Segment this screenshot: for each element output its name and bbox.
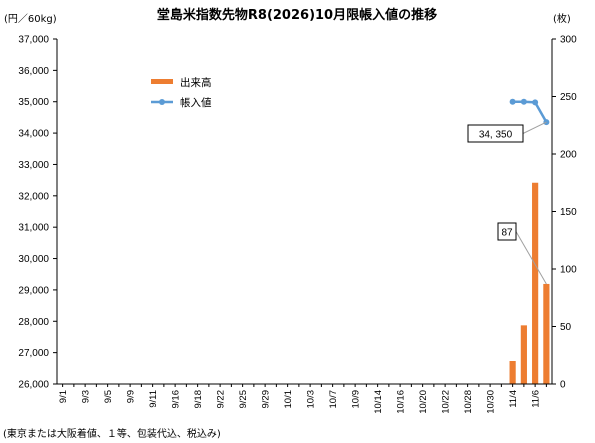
right-tick-label: 250 <box>560 92 577 103</box>
right-tick-label: 50 <box>560 322 572 333</box>
data-callouts: 34, 350 87 <box>467 121 547 285</box>
right-tick-label: 100 <box>560 265 577 276</box>
x-tick-label: 10/20 <box>418 390 429 414</box>
x-tick-label: 9/22 <box>216 390 227 409</box>
legend-label-settlement: 帳入値 <box>180 96 212 109</box>
legend-marker-settlement <box>159 99 165 105</box>
volume-bar <box>520 325 527 384</box>
volume-bar <box>509 361 516 384</box>
callout-label: 87 <box>501 228 513 239</box>
volume-bars <box>509 182 550 384</box>
settlement-point <box>532 99 539 106</box>
x-tick-label: 11/6 <box>531 390 542 408</box>
x-tick-label: 11/4 <box>508 390 519 408</box>
left-axis-ticks: 26,000 27,000 28,000 29,000 30,000 31,000 32,0… <box>18 35 57 391</box>
x-tick-label: 9/9 <box>126 390 137 403</box>
x-tick-label: 10/9 <box>351 390 362 409</box>
right-axis-ticks: 0 50 100 150 200 250 300 <box>552 35 577 391</box>
settlement-line-path <box>512 100 548 123</box>
callout-leader <box>515 231 547 285</box>
volume-bar <box>543 283 550 384</box>
x-tick-label: 9/25 <box>238 390 249 409</box>
callout-box <box>497 222 517 241</box>
x-tick-label: 10/22 <box>441 390 452 414</box>
right-axis-unit: (枚) <box>553 12 571 25</box>
x-tick-label: 9/1 <box>58 390 69 403</box>
callout-leader <box>522 121 547 134</box>
callout-label: 34, 350 <box>479 130 513 141</box>
chart-title: 堂島米指数先物R8(2026)10月限帳入値の推移 <box>157 7 437 23</box>
left-tick-label: 35,000 <box>18 97 49 108</box>
x-tick-label: 10/7 <box>328 390 339 409</box>
left-tick-label: 28,000 <box>18 317 49 328</box>
left-tick-label: 34,000 <box>18 129 49 140</box>
left-tick-label: 30,000 <box>18 254 49 265</box>
right-tick-label: 0 <box>560 380 566 391</box>
right-tick-label: 150 <box>560 207 577 218</box>
x-tick-label: 9/18 <box>193 390 204 409</box>
left-tick-label: 27,000 <box>18 348 49 359</box>
legend-label-volume: 出来高 <box>180 76 212 89</box>
left-tick-label: 33,000 <box>18 160 49 171</box>
left-tick-label: 36,000 <box>18 66 49 77</box>
left-tick-label: 37,000 <box>18 35 49 46</box>
right-tick-label: 200 <box>560 150 577 161</box>
settlement-point <box>520 98 527 105</box>
x-tick-label: 9/29 <box>261 390 272 409</box>
settlement-line <box>509 98 550 126</box>
x-tick-label: 10/16 <box>396 390 407 414</box>
axes <box>56 39 553 385</box>
footnote: (東京または大阪着値、１等、包装代込、税込み) <box>3 427 221 440</box>
legend-swatch-volume <box>151 79 173 84</box>
left-tick-label: 26,000 <box>18 380 49 391</box>
legend: 出来高 帳入値 <box>151 76 212 109</box>
left-tick-label: 32,000 <box>18 191 49 202</box>
x-tick-label: 10/3 <box>306 390 317 409</box>
x-tick-label: 10/1 <box>283 390 294 409</box>
x-tick-label: 9/11 <box>148 390 159 408</box>
x-tick-label: 10/30 <box>486 390 497 414</box>
x-tick-label: 10/14 <box>373 390 384 414</box>
left-tick-label: 29,000 <box>18 285 49 296</box>
x-tick-label: 10/28 <box>463 390 474 414</box>
x-tick-label: 9/5 <box>103 390 114 403</box>
left-tick-label: 31,000 <box>18 223 49 234</box>
left-axis-unit: (円／60kg) <box>4 13 57 25</box>
callout-box <box>467 124 524 143</box>
volume-bar <box>532 182 539 384</box>
x-tick-label: 9/3 <box>81 390 92 403</box>
settlement-point <box>509 98 516 105</box>
x-axis-ticks: 9/1 9/3 9/5 9/9 9/11 9/16 9/18 9/22 9/25 9/29 10/1… <box>58 384 547 414</box>
right-tick-label: 300 <box>560 35 577 46</box>
x-tick-label: 9/16 <box>171 390 182 409</box>
